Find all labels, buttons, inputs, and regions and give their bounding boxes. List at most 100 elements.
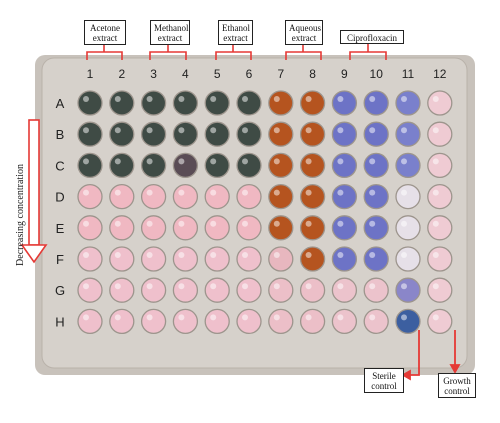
well-highlight xyxy=(432,314,439,321)
well-H12 xyxy=(427,308,453,335)
well-highlight xyxy=(83,252,89,258)
well-highlight xyxy=(432,283,439,290)
row-label: G xyxy=(55,283,65,298)
well-C1 xyxy=(77,152,103,179)
well-F11 xyxy=(395,246,421,272)
well-highlight xyxy=(178,283,185,290)
well-highlight xyxy=(401,127,407,134)
well-highlight xyxy=(369,314,376,321)
well-highlight xyxy=(83,96,89,102)
well-highlight xyxy=(178,189,185,196)
ciprofloxacin-label: Ciprofloxacin xyxy=(340,30,404,44)
growth-control-label: Growth control xyxy=(438,373,476,398)
well-highlight xyxy=(242,189,248,196)
well-highlight xyxy=(305,220,312,227)
well-A2 xyxy=(109,90,135,116)
well-highlight xyxy=(210,283,217,290)
well-A3 xyxy=(140,90,167,116)
well-D2 xyxy=(109,183,135,210)
well-highlight xyxy=(178,220,185,227)
well-G4 xyxy=(172,277,199,303)
acetone-label: Acetone extract xyxy=(84,20,126,45)
well-highlight xyxy=(146,96,153,102)
well-H5 xyxy=(204,308,230,335)
well-A8 xyxy=(299,90,326,116)
well-highlight xyxy=(337,220,344,227)
well-highlight xyxy=(369,158,376,165)
well-highlight xyxy=(273,283,280,290)
well-D4 xyxy=(172,183,199,210)
well-highlight xyxy=(242,96,248,102)
row-label: B xyxy=(56,127,65,142)
well-highlight xyxy=(401,189,407,196)
well-highlight xyxy=(83,127,89,134)
well-H3 xyxy=(140,308,167,335)
well-F1 xyxy=(77,246,103,272)
well-highlight xyxy=(114,96,121,102)
well-H7 xyxy=(268,308,294,335)
well-E6 xyxy=(236,215,262,241)
well-highlight xyxy=(242,252,248,258)
well-highlight xyxy=(146,252,153,258)
well-E5 xyxy=(204,215,230,241)
well-highlight xyxy=(432,220,439,227)
column-label: 6 xyxy=(246,67,253,81)
well-G2 xyxy=(109,277,135,303)
well-highlight xyxy=(305,158,312,165)
column-label: 2 xyxy=(118,67,125,81)
well-D6 xyxy=(236,183,262,210)
well-E8 xyxy=(299,215,326,241)
well-B12 xyxy=(427,121,453,147)
well-highlight xyxy=(114,252,121,258)
well-G6 xyxy=(236,277,262,303)
well-F5 xyxy=(204,246,230,272)
row-label: D xyxy=(55,190,64,205)
well-highlight xyxy=(83,283,89,290)
well-highlight xyxy=(273,158,280,165)
well-A9 xyxy=(331,90,358,116)
row-label: H xyxy=(55,314,64,329)
well-G8 xyxy=(299,277,326,303)
well-G12 xyxy=(427,277,453,303)
well-highlight xyxy=(337,252,344,258)
well-E9 xyxy=(331,215,358,241)
well-highlight xyxy=(242,283,248,290)
well-G5 xyxy=(204,277,230,303)
well-C5 xyxy=(204,152,230,179)
well-highlight xyxy=(305,252,312,258)
well-F12 xyxy=(427,246,453,272)
well-highlight xyxy=(83,158,89,165)
well-highlight xyxy=(146,158,153,165)
well-F8 xyxy=(299,246,326,272)
well-highlight xyxy=(210,252,217,258)
well-B10 xyxy=(363,121,389,147)
well-C11 xyxy=(395,152,421,179)
well-F9 xyxy=(331,246,358,272)
well-A5 xyxy=(204,90,230,116)
well-highlight xyxy=(273,96,280,102)
well-A11 xyxy=(395,90,421,116)
well-highlight xyxy=(273,127,280,134)
well-highlight xyxy=(146,314,153,321)
well-D1 xyxy=(77,183,103,210)
well-C3 xyxy=(140,152,167,179)
well-D3 xyxy=(140,183,167,210)
well-highlight xyxy=(83,314,89,321)
well-highlight xyxy=(273,252,280,258)
column-label: 10 xyxy=(370,67,384,81)
well-highlight xyxy=(210,189,217,196)
well-B6 xyxy=(236,121,262,147)
well-highlight xyxy=(432,127,439,134)
well-B3 xyxy=(140,121,167,147)
well-highlight xyxy=(369,283,376,290)
well-highlight xyxy=(83,189,89,196)
well-highlight xyxy=(178,158,185,165)
column-label: 1 xyxy=(87,67,94,81)
well-highlight xyxy=(210,220,217,227)
well-highlight xyxy=(369,252,376,258)
well-E3 xyxy=(140,215,167,241)
row-label: E xyxy=(56,221,65,236)
row-label: A xyxy=(56,96,65,111)
well-highlight xyxy=(401,96,407,102)
well-G9 xyxy=(331,277,358,303)
